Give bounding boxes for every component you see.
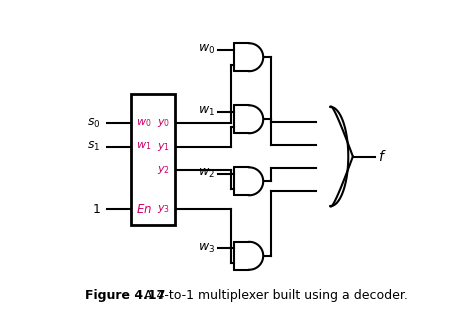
Text: $w_0$: $w_0$: [136, 117, 152, 129]
Bar: [131, 95, 175, 225]
Text: $y_2$: $y_2$: [157, 164, 170, 176]
Text: $y_1$: $y_1$: [157, 141, 170, 152]
Text: Figure 4.17: Figure 4.17: [85, 289, 165, 302]
Text: $w_1$: $w_1$: [136, 141, 151, 152]
Text: $En$: $En$: [136, 203, 152, 216]
Text: $w_2$: $w_2$: [198, 167, 215, 180]
Text: $w_3$: $w_3$: [198, 242, 215, 255]
Text: $w_0$: $w_0$: [198, 43, 215, 56]
Text: $w_1$: $w_1$: [198, 105, 215, 118]
Text: A 4-to-1 multiplexer built using a decoder.: A 4-to-1 multiplexer built using a decod…: [144, 289, 408, 302]
Text: $y_3$: $y_3$: [157, 203, 170, 215]
Text: $s_1$: $s_1$: [87, 140, 100, 153]
Text: $1$: $1$: [91, 203, 100, 216]
Text: $f$: $f$: [378, 149, 386, 164]
Text: $s_0$: $s_0$: [87, 116, 100, 130]
Text: $y_0$: $y_0$: [157, 117, 170, 129]
